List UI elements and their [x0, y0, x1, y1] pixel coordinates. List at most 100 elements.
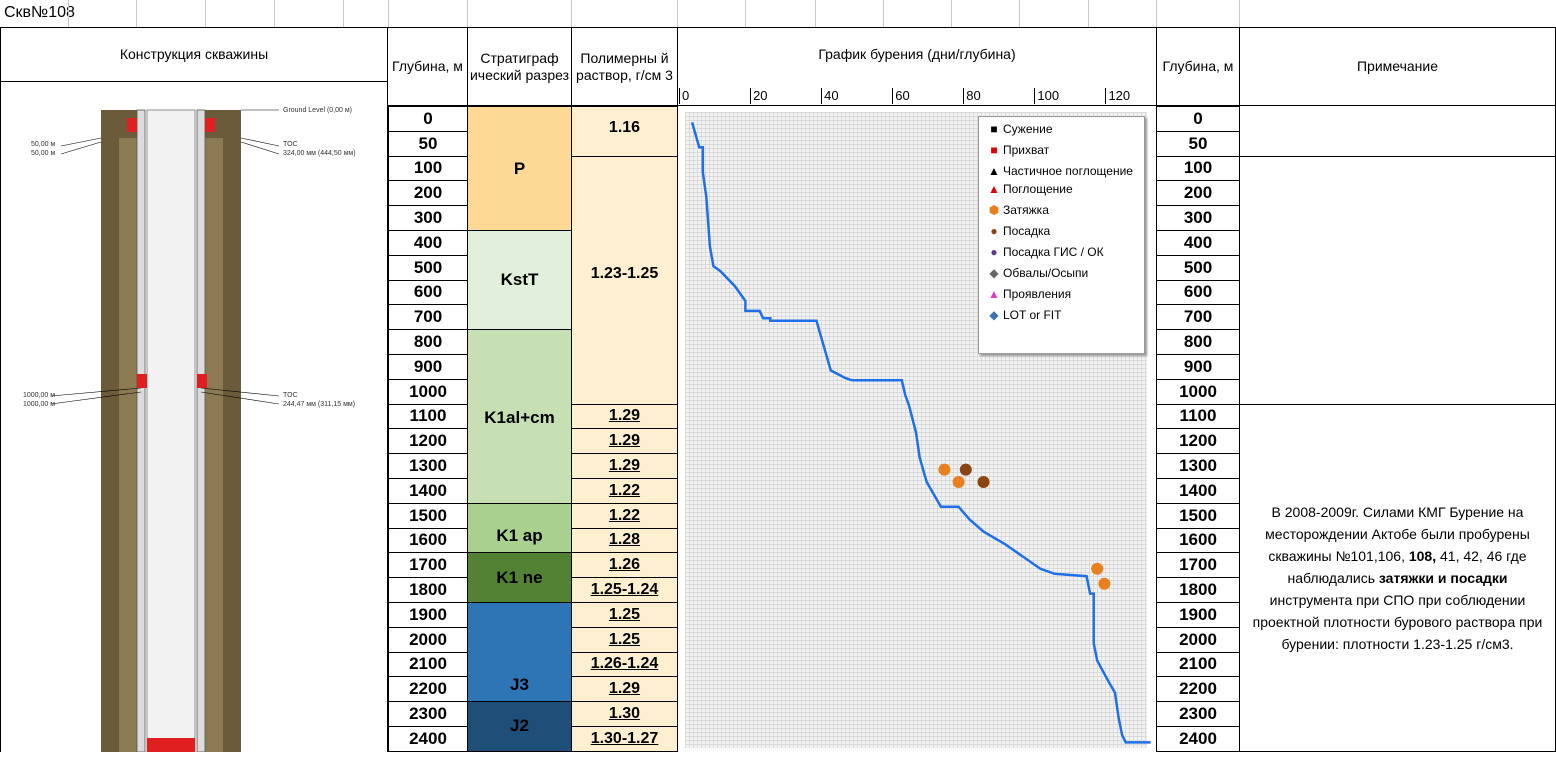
label-ground-level: Ground Level (0,00 м): [283, 107, 353, 114]
depth-right-row: 1500: [1156, 502, 1240, 529]
x-tick-label: 40: [821, 88, 839, 104]
legend-label: Частичное поглощение: [1003, 164, 1133, 178]
depth-left-row: 1000: [388, 378, 468, 405]
legend-marker-icon: ▲: [988, 182, 1000, 196]
drilling-chart: [690, 122, 1151, 744]
depth-right-row: 1800: [1156, 577, 1240, 603]
note-emphasis: 108,: [1408, 548, 1437, 564]
note-cell-1: [1239, 105, 1556, 157]
depth-left-row: 700: [388, 304, 468, 331]
depth-right-row: 2100: [1156, 651, 1240, 678]
depth-right-row: 400: [1156, 230, 1240, 256]
label-casing-1: 324,00 мм (444,50 мм): [283, 150, 356, 157]
note-fragment: инструмента при СПО при соблюдении проек…: [1252, 592, 1543, 652]
top-row-divider: [1156, 0, 1157, 27]
casing-left: [136, 109, 146, 752]
fluid-density-cell: 1.30-1.27: [571, 726, 678, 752]
header-chart: График бурения (дни/глубина): [677, 27, 1157, 106]
header-stratigraphy: Стратиграф ический разрез: [467, 27, 572, 106]
top-row-divider: [883, 0, 884, 27]
depth-left-row: 1100: [388, 403, 468, 430]
depth-left-row: 1800: [388, 577, 468, 603]
fluid-density-cell: 1.22: [571, 502, 678, 529]
depth-right-row: 1300: [1156, 453, 1240, 479]
well-diagram: [50, 109, 280, 752]
note-fragment: 41, 42, 46 где наблюдались: [1287, 548, 1527, 586]
legend-entry: ● Посадка ГИС / ОК: [985, 245, 1138, 259]
depth-left-row: 1700: [388, 552, 468, 579]
label-toc-2: TOC: [283, 392, 298, 399]
strat-layer: KstT: [467, 230, 572, 331]
depth-right-row: 900: [1156, 354, 1240, 380]
depth-right-row: 50: [1156, 130, 1240, 157]
top-row-divider: [571, 0, 572, 27]
depth-right-row: 2000: [1156, 626, 1240, 653]
fluid-density-cell: 1.26-1.24: [571, 651, 678, 678]
depth-left-row: 2400: [388, 726, 468, 752]
x-tick-label: 120: [1105, 88, 1130, 104]
legend-entry: ■ Прихват: [985, 143, 1138, 157]
formation-right: [223, 110, 241, 752]
well-construction-panel: Ground Level (0,00 м) TOC 324,00 мм (444…: [0, 82, 388, 752]
strat-layer-label: P: [513, 158, 526, 178]
depth-right-row: 2300: [1156, 701, 1240, 727]
strat-layer-label: J3: [510, 675, 529, 695]
shoe-mid-left: [137, 374, 147, 388]
fluid-density-cell: 1.25: [571, 602, 678, 628]
depth-right-row: 2200: [1156, 676, 1240, 703]
fluid-density-cell: 1.29: [571, 403, 678, 430]
depth-left-row: 2200: [388, 676, 468, 703]
depth-right-row: 1400: [1156, 478, 1240, 504]
header-depth-right: Глубина, м: [1156, 27, 1240, 106]
depth-left-row: 800: [388, 329, 468, 355]
label-toc-1: TOC: [283, 141, 298, 148]
note-text: В 2008-2009г. Силами КМГ Бурение на мест…: [1239, 404, 1556, 752]
header-construction: Конструкция скважины: [0, 27, 388, 82]
legend-marker-icon: ◆: [989, 266, 999, 280]
drilling-progress-line: [690, 122, 1151, 744]
strat-layer: K1 ne: [467, 552, 572, 603]
depth-right-row: 1700: [1156, 552, 1240, 579]
shoe-mid-right: [197, 374, 207, 388]
slack-off-marker: [959, 463, 972, 476]
depth-right-row: 300: [1156, 205, 1240, 231]
legend-label: Посадка: [1003, 224, 1051, 238]
fluid-density-cell: 1.29: [571, 453, 678, 479]
depth-right-row: 600: [1156, 279, 1240, 306]
shoe-bottom: [147, 738, 195, 752]
formation-left: [101, 110, 119, 752]
x-tick-label: 60: [892, 88, 910, 104]
legend-entry: ▲ Частичное поглощение: [985, 164, 1138, 178]
fluid-density-cell: 1.29: [571, 676, 678, 703]
top-row-divider: [815, 0, 816, 27]
annulus-left: [119, 138, 137, 752]
top-row-divider: [388, 0, 389, 27]
depth-left-row: 50: [388, 130, 468, 157]
legend-marker-icon: ■: [990, 143, 998, 157]
casing-right: [196, 109, 206, 752]
legend-entry: ⬢ Затяжка: [985, 203, 1138, 217]
legend-label: Сужение: [1003, 122, 1053, 136]
depth-left-row: 100: [388, 155, 468, 182]
depth-left-row: 1200: [388, 428, 468, 455]
sheet-title: Скв№108: [4, 4, 75, 21]
fluid-density-cell: 1.25-1.24: [571, 577, 678, 603]
slack-off-marker: [977, 476, 990, 488]
legend-entry: ◆ Обвалы/Осыпи: [985, 266, 1138, 280]
label-casing-2: 244,47 мм (311,15 мм): [283, 401, 356, 408]
strat-layer-label: J2: [510, 716, 529, 736]
header-note: Примечание: [1239, 27, 1556, 106]
legend-label: LOT or FIT: [1003, 308, 1062, 322]
label-depth-50-a: 50,00 м: [31, 141, 56, 148]
legend-marker-icon: ◆: [989, 308, 999, 322]
tight-spot-marker: [1091, 562, 1104, 575]
depth-left-row: 1400: [388, 478, 468, 504]
legend-label: Проявления: [1003, 287, 1072, 301]
depth-right-row: 1600: [1156, 527, 1240, 554]
depth-right-row: 1900: [1156, 602, 1240, 628]
top-row-divider: [745, 0, 746, 27]
fluid-density-cell: 1.26: [571, 552, 678, 579]
top-row-divider: [274, 0, 275, 27]
depth-right-row: 800: [1156, 329, 1240, 355]
strat-layer: J2: [467, 701, 572, 752]
